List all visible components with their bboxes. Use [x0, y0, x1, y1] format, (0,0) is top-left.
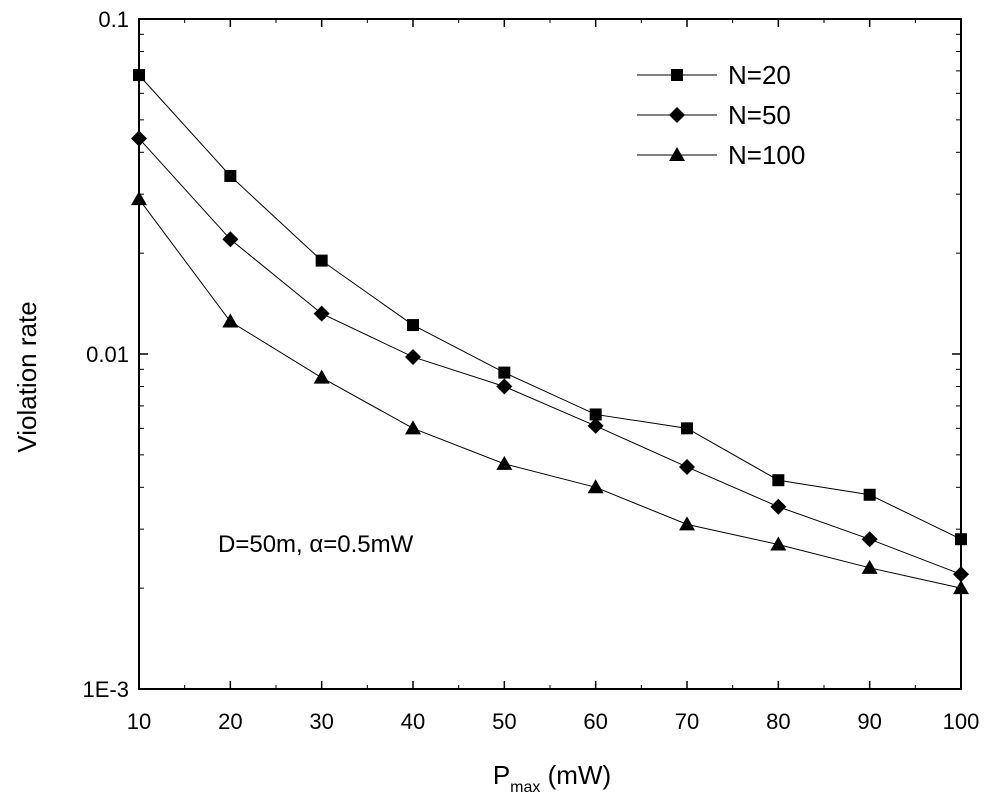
legend-label: N=50: [728, 100, 791, 130]
legend-item: N=100: [637, 140, 805, 170]
x-tick-label: 40: [401, 709, 425, 734]
data-point: [405, 420, 421, 435]
data-point: [313, 369, 330, 384]
legend: N=20 N=50 N=100: [637, 60, 805, 170]
legend-marker: [671, 69, 683, 81]
data-point: [131, 130, 147, 147]
axes: 10 20 30 40 50 60 70 80 90 100 0.1 0.01 1E-3: [83, 7, 980, 734]
data-point: [955, 533, 967, 546]
x-tick-label: 10: [127, 709, 151, 734]
data-point: [222, 313, 239, 328]
data-point: [313, 305, 330, 322]
data-point: [587, 417, 604, 434]
x-tick-label: 30: [309, 709, 333, 734]
x-axis-title-unit: (mW): [540, 760, 611, 790]
data-point: [953, 566, 969, 583]
series-layer: [131, 69, 969, 595]
data-point: [405, 348, 421, 365]
x-tick-label: 80: [766, 709, 790, 734]
data-point: [496, 455, 513, 470]
x-tick-label: 70: [675, 709, 699, 734]
data-point: [770, 536, 787, 551]
x-tick-label: 100: [943, 709, 980, 734]
x-axis-title: Pmax (mW): [493, 760, 611, 796]
data-point: [679, 516, 695, 531]
data-point: [861, 559, 878, 574]
series-line: [138, 198, 962, 589]
legend-label: N=100: [728, 140, 805, 170]
data-point: [953, 580, 969, 595]
x-tick-label: 60: [583, 709, 607, 734]
data-point: [498, 366, 511, 379]
x-tick-label: 90: [857, 709, 881, 734]
x-axis-title-main: P: [493, 760, 510, 790]
y-tick-label: 0.1: [98, 7, 129, 32]
data-point: [770, 498, 787, 515]
legend-item: N=20: [637, 60, 791, 90]
data-point: [679, 458, 695, 475]
data-point: [133, 69, 145, 82]
legend-item: N=50: [637, 100, 791, 130]
series-line: [138, 74, 962, 540]
data-point: [131, 191, 147, 206]
data-point: [315, 254, 328, 267]
data-point: [589, 408, 602, 421]
legend-label: N=20: [728, 60, 791, 90]
data-point: [224, 169, 237, 182]
data-point: [772, 474, 785, 487]
legend-marker: [669, 107, 685, 123]
data-point: [587, 479, 604, 494]
series-N=100: [131, 191, 969, 595]
legend-marker: [669, 147, 685, 161]
y-tick-label: 0.01: [86, 342, 129, 367]
x-axis-title-subscript: max: [510, 779, 540, 796]
data-point: [681, 422, 693, 435]
series-N=20: [133, 69, 967, 546]
annotation-text: D=50m, α=0.5mW: [218, 531, 414, 558]
series-N=50: [131, 130, 969, 583]
x-tick-label: 50: [492, 709, 516, 734]
y-axis-title: Violation rate: [12, 301, 42, 452]
data-point: [863, 488, 876, 501]
data-point: [222, 231, 239, 248]
y-tick-label: 1E-3: [83, 677, 129, 702]
data-point: [496, 378, 513, 395]
x-tick-label: 20: [218, 709, 242, 734]
data-point: [861, 531, 878, 548]
data-point: [407, 319, 419, 332]
series-line: [138, 138, 962, 575]
plot-frame: [138, 18, 962, 690]
